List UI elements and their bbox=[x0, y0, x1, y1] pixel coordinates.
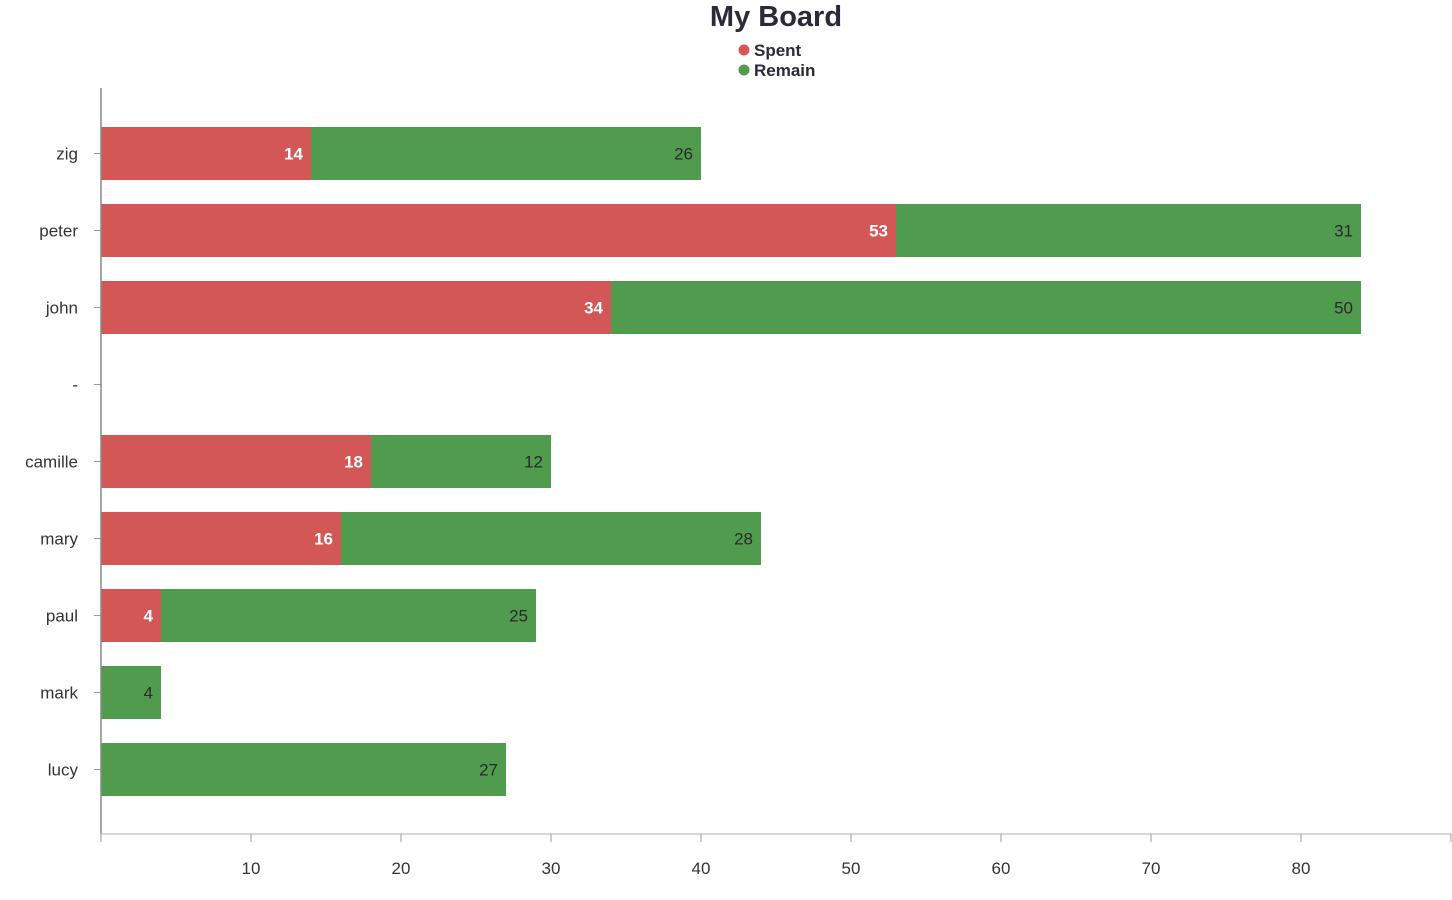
bar-remain-zig[interactable] bbox=[311, 127, 701, 180]
legend-item-remain[interactable]: Remain bbox=[738, 61, 816, 80]
y-tick-label: john bbox=[45, 299, 78, 318]
data-label-spent-zig: 14 bbox=[284, 145, 303, 164]
x-tick-label: 10 bbox=[242, 859, 261, 878]
bar-spent-zig[interactable] bbox=[101, 127, 311, 180]
legend-label-spent: Spent bbox=[754, 41, 802, 60]
x-tick-label: 30 bbox=[542, 859, 561, 878]
data-label-remain-mark: 4 bbox=[144, 684, 153, 703]
y-tick-label: peter bbox=[39, 222, 78, 241]
bar-remain-mark[interactable] bbox=[101, 666, 161, 719]
bar-spent-peter[interactable] bbox=[101, 204, 896, 257]
bar-remain-peter[interactable] bbox=[896, 204, 1361, 257]
data-label-remain-peter: 31 bbox=[1334, 222, 1353, 241]
y-tick-label: mary bbox=[40, 530, 78, 549]
data-label-spent-mary: 16 bbox=[314, 530, 333, 549]
bar-remain-lucy[interactable] bbox=[101, 743, 506, 796]
bar-remain-john[interactable] bbox=[611, 281, 1361, 334]
legend-item-spent[interactable]: Spent bbox=[738, 41, 802, 60]
chart-title: My Board bbox=[710, 1, 842, 33]
y-tick-label: paul bbox=[46, 607, 78, 626]
axes: zig peter john - camille mary paul mark lucy 10 20… bbox=[25, 88, 1452, 878]
data-label-spent-camille: 18 bbox=[344, 453, 363, 472]
x-tick-label: 50 bbox=[842, 859, 861, 878]
x-tick-label: 60 bbox=[992, 859, 1011, 878]
bar-remain-mary[interactable] bbox=[341, 512, 761, 565]
y-tick-label: - bbox=[72, 376, 78, 395]
data-label-spent-john: 34 bbox=[584, 299, 603, 318]
data-label-spent-peter: 53 bbox=[869, 222, 888, 241]
x-tick-label: 40 bbox=[692, 859, 711, 878]
legend-marker-spent bbox=[738, 44, 750, 56]
bar-spent-camille[interactable] bbox=[101, 435, 371, 488]
bar-spent-mary[interactable] bbox=[101, 512, 341, 565]
y-tick-label: camille bbox=[25, 453, 78, 472]
x-tick-label: 70 bbox=[1142, 859, 1161, 878]
legend-label-remain: Remain bbox=[754, 61, 815, 80]
bars bbox=[101, 127, 1361, 796]
data-label-spent-paul: 4 bbox=[144, 607, 154, 626]
y-tick-label: zig bbox=[56, 145, 78, 164]
x-tick-label: 20 bbox=[392, 859, 411, 878]
y-tick-label: mark bbox=[40, 684, 78, 703]
bar-spent-john[interactable] bbox=[101, 281, 611, 334]
data-label-remain-zig: 26 bbox=[674, 145, 693, 164]
y-tick-label: lucy bbox=[48, 761, 79, 780]
data-label-remain-paul: 25 bbox=[509, 607, 528, 626]
x-tick-label: 80 bbox=[1292, 859, 1311, 878]
bar-remain-paul[interactable] bbox=[161, 589, 536, 642]
data-label-remain-mary: 28 bbox=[734, 530, 753, 549]
data-label-remain-lucy: 27 bbox=[479, 761, 498, 780]
legend[interactable]: Spent Remain bbox=[738, 41, 816, 80]
data-label-remain-camille: 12 bbox=[524, 453, 543, 472]
bar-spent-paul[interactable] bbox=[101, 589, 161, 642]
bar-labels: 14 26 53 31 34 50 18 12 16 28 4 25 4 27 bbox=[144, 145, 1353, 780]
data-label-remain-john: 50 bbox=[1334, 299, 1353, 318]
bar-remain-camille[interactable] bbox=[371, 435, 551, 488]
legend-marker-remain bbox=[738, 64, 750, 76]
